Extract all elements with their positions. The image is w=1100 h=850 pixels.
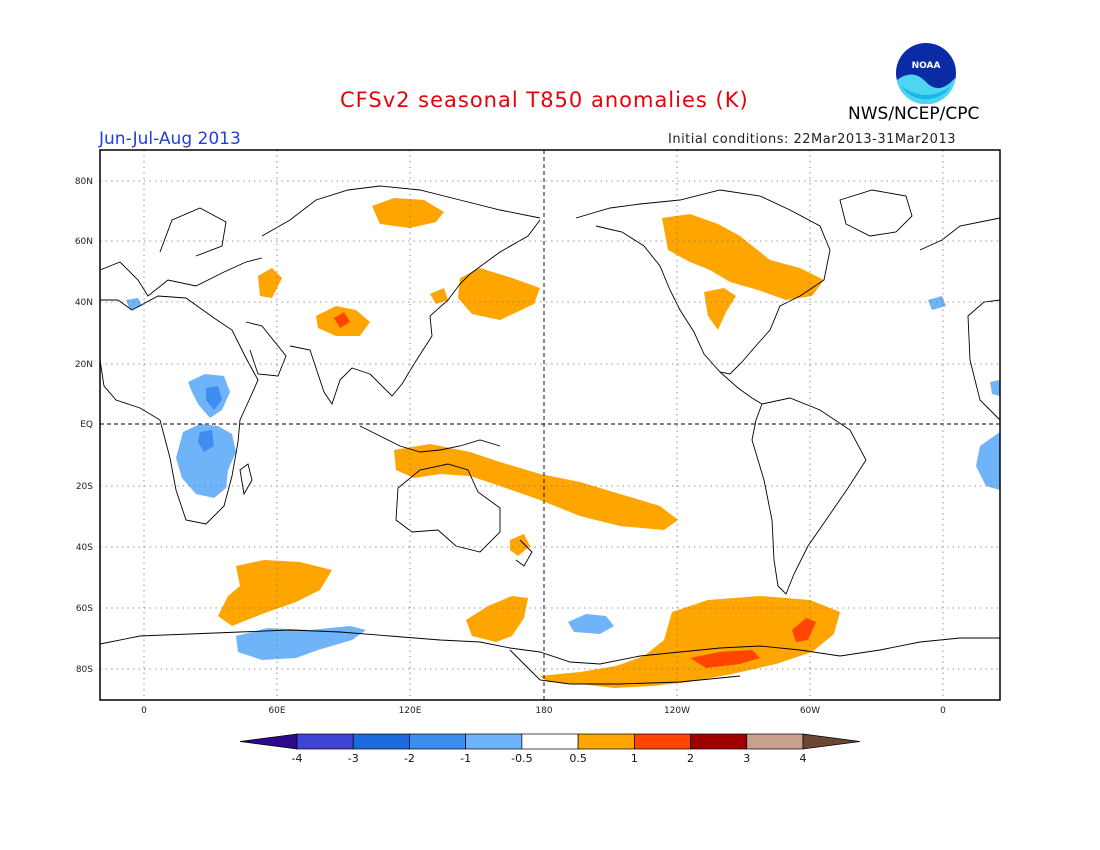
colorbar-segment — [296, 733, 354, 750]
warm-anomaly-us-west — [704, 288, 736, 330]
cool-anomaly-arabian — [990, 380, 1000, 396]
warm-anomaly-ross-sea-west — [466, 596, 528, 642]
coast-india — [289, 345, 371, 406]
coast-new-zealand — [515, 539, 533, 567]
colorbar-label: 4 — [800, 752, 807, 765]
cool-anomaly-africa-south — [176, 424, 236, 498]
initial-conditions: Initial conditions: 22Mar2013-31Mar2013 — [668, 132, 956, 147]
coast-africa-east-edge — [967, 299, 1001, 421]
lat-label-80n: 80N — [75, 177, 93, 187]
cool-anomaly-antarctic-indian — [236, 626, 366, 660]
warm-anomaly-south-indian — [218, 560, 332, 626]
lat-label-60s: 60S — [76, 604, 93, 614]
colorbar-segment — [633, 733, 691, 750]
map-grid — [100, 150, 1000, 700]
coast-indonesia — [359, 425, 501, 453]
coast-antarctica — [99, 629, 1000, 665]
warm-anomaly-bellingshausen-core — [690, 650, 760, 668]
warm-anomaly-caspian — [258, 268, 282, 298]
colorbar-label: 2 — [687, 752, 694, 765]
colorbar-arrow-high — [802, 733, 861, 750]
warm-anomaly-maritime-continent — [394, 444, 678, 530]
coast-central-america — [719, 371, 763, 405]
warm-anomaly-siberia — [372, 198, 444, 228]
cool-anomaly-south-pacific — [568, 614, 614, 634]
chart-title: CFSv2 seasonal T850 anomalies (K) — [340, 88, 749, 112]
lon-label-0: 0 — [141, 706, 147, 716]
warm-anomaly-canada — [662, 214, 824, 300]
coast-scandinavia — [159, 207, 227, 257]
colorbar-arrow-low — [239, 733, 298, 750]
colorbar-segment — [409, 733, 467, 750]
lat-label-eq: EQ — [80, 420, 93, 430]
lat-label-40s: 40S — [76, 543, 93, 553]
lon-label-120e: 120E — [399, 706, 422, 716]
lon-label-180: 180 — [535, 706, 552, 716]
coast-africa — [99, 295, 259, 525]
colorbar-label: 3 — [743, 752, 750, 765]
map-frame — [99, 149, 1001, 701]
cool-core-africa — [206, 386, 222, 410]
colorbar-label: -4 — [292, 752, 303, 765]
colorbar-label: -2 — [404, 752, 415, 765]
agency-label: NWS/NCEP/CPC — [848, 104, 980, 124]
colorbar-segment — [521, 733, 579, 750]
colorbar-label: -1 — [460, 752, 471, 765]
lon-label-60e: 60E — [268, 706, 285, 716]
lat-label-20s: 20S — [76, 482, 93, 492]
warm-anomaly-northwest-pacific — [458, 268, 540, 320]
cool-core-africa-2 — [198, 430, 214, 452]
longitude-labels: 0 60E 120E 180 120W 60W 0 — [141, 706, 946, 716]
colorbar-segment — [690, 733, 748, 750]
warm-anomaly-tibet-core — [334, 312, 350, 328]
colorbar-segment — [465, 733, 523, 750]
lon-label-120w: 120W — [664, 706, 690, 716]
colorbar-label: -3 — [348, 752, 359, 765]
lat-label-40n: 40N — [75, 298, 93, 308]
coast-east-asia — [369, 219, 541, 397]
coast-south-america — [751, 397, 867, 595]
coast-arctic-eurasia — [261, 185, 541, 237]
cool-anomaly-mediterranean — [126, 298, 142, 310]
lon-label-60w: 60W — [800, 706, 820, 716]
warm-anomaly-tasman — [510, 534, 530, 556]
coast-madagascar — [239, 463, 253, 496]
cool-anomaly-south-atlantic — [976, 432, 1000, 490]
coastlines — [99, 185, 1001, 685]
lat-label-20n: 20N — [75, 360, 93, 370]
coast-arabia — [245, 321, 287, 377]
colorbar: -4 -3 -2 -1 -0.5 0.5 1 2 3 4 — [239, 733, 861, 765]
colorbar-label: 0.5 — [569, 752, 587, 765]
coast-australia — [395, 463, 501, 553]
colorbar-label: 1 — [631, 752, 638, 765]
lat-label-80s: 80S — [76, 665, 93, 675]
lon-label-0-east: 0 — [940, 706, 946, 716]
coast-greenland — [839, 189, 913, 237]
colorbar-label: -0.5 — [511, 752, 532, 765]
coast-europe-east-edge — [919, 217, 1001, 251]
latitude-labels: 80N 60N 40N 20N EQ 20S 40S 60S 80S — [75, 177, 93, 675]
warm-anomaly-bellingshausen — [540, 596, 840, 688]
reference-lines — [100, 150, 1000, 700]
logo-text: NOAA — [912, 61, 941, 71]
coast-europe — [99, 257, 263, 297]
warm-anomaly-japan-sea — [430, 288, 448, 304]
colorbar-segment — [577, 733, 635, 750]
noaa-logo-icon: NOAA — [896, 43, 956, 104]
cool-anomaly-mediterranean-2 — [928, 296, 946, 310]
coast-antarctica-ross — [509, 649, 741, 685]
season-label: Jun-Jul-Aug 2013 — [99, 129, 241, 149]
lat-label-60n: 60N — [75, 237, 93, 247]
colorbar-segment — [746, 733, 804, 750]
colorbar-segment — [352, 733, 410, 750]
coast-north-america — [575, 189, 831, 375]
anomaly-shading — [126, 198, 1000, 688]
